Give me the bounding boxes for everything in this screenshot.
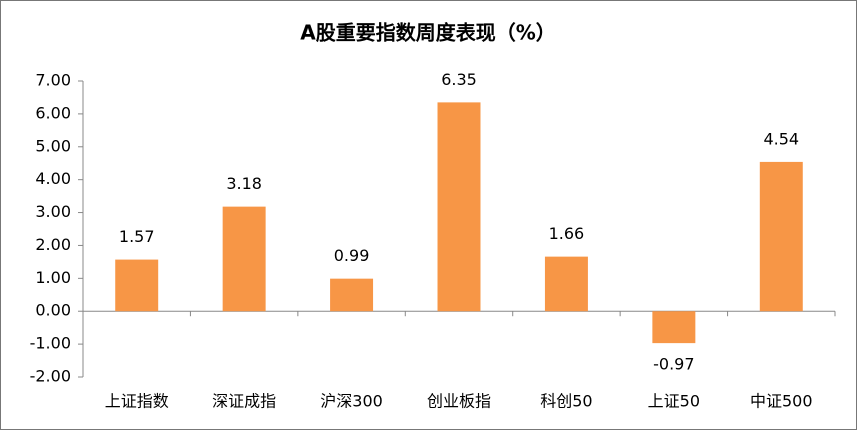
x-tick-label: 上证指数 bbox=[105, 392, 169, 411]
value-label: 1.66 bbox=[549, 224, 585, 243]
y-tick-label: 3.00 bbox=[35, 202, 71, 221]
bar bbox=[759, 161, 803, 312]
value-label: 0.99 bbox=[334, 246, 370, 265]
value-label: -0.97 bbox=[653, 355, 694, 374]
x-tick-label: 沪深300 bbox=[320, 392, 383, 411]
value-label: 1.57 bbox=[119, 227, 155, 246]
chart-title: A股重要指数周度表现（%） bbox=[300, 21, 556, 45]
x-tick-label: 科创50 bbox=[540, 392, 592, 411]
bar bbox=[222, 206, 266, 312]
y-tick-label: 4.00 bbox=[35, 169, 71, 188]
bar bbox=[544, 256, 588, 312]
bar bbox=[437, 102, 481, 312]
bar bbox=[115, 259, 159, 312]
y-tick-label: 7.00 bbox=[35, 71, 71, 90]
y-tick-label: -2.00 bbox=[30, 367, 71, 386]
x-tick-label: 深证成指 bbox=[212, 392, 276, 411]
y-tick-label: -1.00 bbox=[30, 334, 71, 353]
value-label: 3.18 bbox=[226, 174, 262, 193]
y-tick-label: 5.00 bbox=[35, 136, 71, 155]
y-tick-label: 2.00 bbox=[35, 235, 71, 254]
x-tick-label: 创业板指 bbox=[427, 392, 491, 411]
x-tick-label: 上证50 bbox=[648, 392, 700, 411]
y-tick-label: 6.00 bbox=[35, 103, 71, 122]
x-tick-label: 中证500 bbox=[750, 392, 813, 411]
y-tick-label: 0.00 bbox=[35, 301, 71, 320]
value-label: 4.54 bbox=[763, 129, 799, 148]
bar bbox=[330, 278, 374, 312]
y-tick-label: 1.00 bbox=[35, 268, 71, 287]
value-label: 6.35 bbox=[441, 70, 477, 89]
bar bbox=[652, 311, 696, 344]
